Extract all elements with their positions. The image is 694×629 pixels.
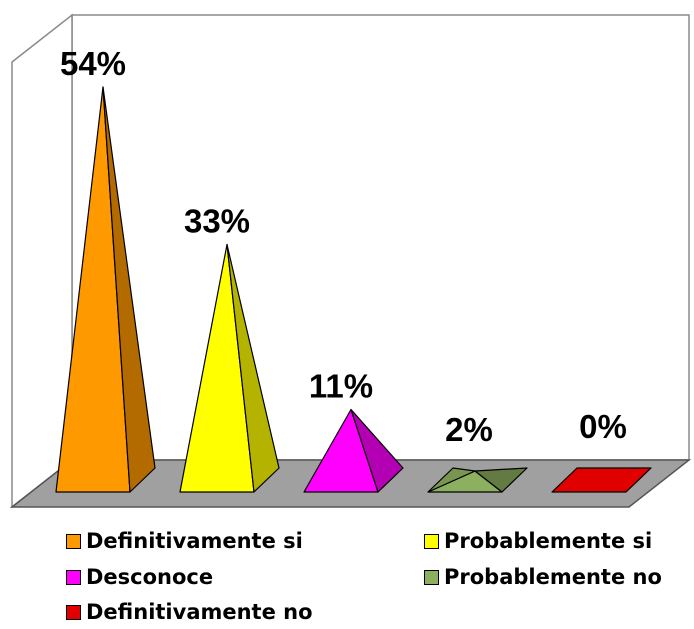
bar-left-face <box>427 467 476 493</box>
pyramid-bar <box>179 243 280 493</box>
bar-side-face <box>474 467 528 493</box>
legend-label: Definitivamente si <box>86 529 303 553</box>
bar-side-face <box>102 86 156 493</box>
data-labels: 54% 33% 11% 2% 0% <box>60 45 627 448</box>
legend-label: Probablemente si <box>444 529 653 553</box>
legend-swatch <box>66 533 81 549</box>
data-label: 33% <box>184 203 250 240</box>
data-label: 0% <box>579 408 627 445</box>
legend-label: Probablemente no <box>444 565 662 589</box>
legend-swatch <box>66 569 81 585</box>
legend-item-desconoce: Desconoce <box>66 565 213 589</box>
legend-item-definitivamente-no: Definitivamente no <box>66 600 313 624</box>
legend-item-definitivamente-si: Definitivamente si <box>66 529 303 553</box>
bar-base <box>551 467 652 493</box>
pyramid-bar <box>427 467 528 493</box>
legend-item-probablemente-no: Probablemente no <box>424 565 662 589</box>
chart-back-wall <box>71 14 690 461</box>
pyramid-bar <box>303 408 404 493</box>
legend-swatch <box>424 533 439 549</box>
chart-svg: 54% 33% 11% 2% 0% <box>9 13 692 509</box>
pyramid-bar <box>551 467 652 493</box>
legend-swatch <box>424 569 439 585</box>
bar-side-face <box>226 243 280 493</box>
data-label: 54% <box>60 45 126 82</box>
data-label: 11% <box>309 368 373 405</box>
legend-label: Desconoce <box>86 565 214 589</box>
legend-item-probablemente-si: Probablemente si <box>424 529 652 553</box>
bar-side-face <box>350 408 404 493</box>
series-marks <box>55 86 652 493</box>
legend: Definitivamente si Probablemente si Desc… <box>0 520 694 629</box>
data-label: 2% <box>445 411 493 448</box>
legend-swatch <box>66 604 81 620</box>
pyramid-bar <box>55 86 156 493</box>
legend-label: Definitivamente no <box>86 600 313 624</box>
